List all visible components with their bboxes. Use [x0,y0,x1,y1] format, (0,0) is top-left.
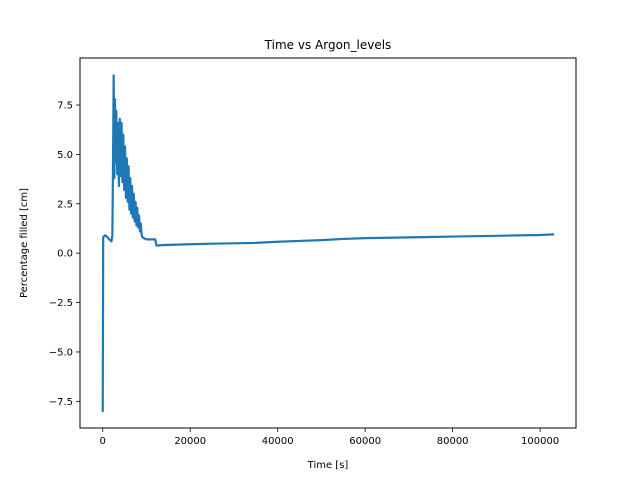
y-tick-label: −7.5 [49,397,73,408]
plot-area [101,74,555,413]
y-axis-label: Percentage filled [cm] [19,188,30,298]
y-tick-label: 2.5 [57,199,73,210]
x-tick-label: 0 [100,436,106,447]
x-tick-label: 80000 [437,436,469,447]
x-tick-label: 60000 [349,436,381,447]
y-axis: −7.5 −5.0 −2.5 0.0 2.5 5.0 7.5 [49,101,80,408]
x-tick-label: 40000 [262,436,294,447]
y-tick-label: −2.5 [49,298,73,309]
chart-title: Time vs Argon_levels [264,38,392,52]
y-tick-label: 7.5 [57,101,73,112]
y-tick-label: 0.0 [57,249,73,260]
y-tick-label: 5.0 [57,150,73,161]
plot-frame [79,57,577,429]
x-tick-label: 100000 [521,436,559,447]
y-tick-label: −5.0 [49,347,73,358]
x-axis: 0 20000 40000 60000 80000 100000 [100,428,559,447]
series-line-0 [101,74,555,413]
x-axis-label: Time [s] [307,460,349,471]
x-tick-label: 20000 [174,436,206,447]
